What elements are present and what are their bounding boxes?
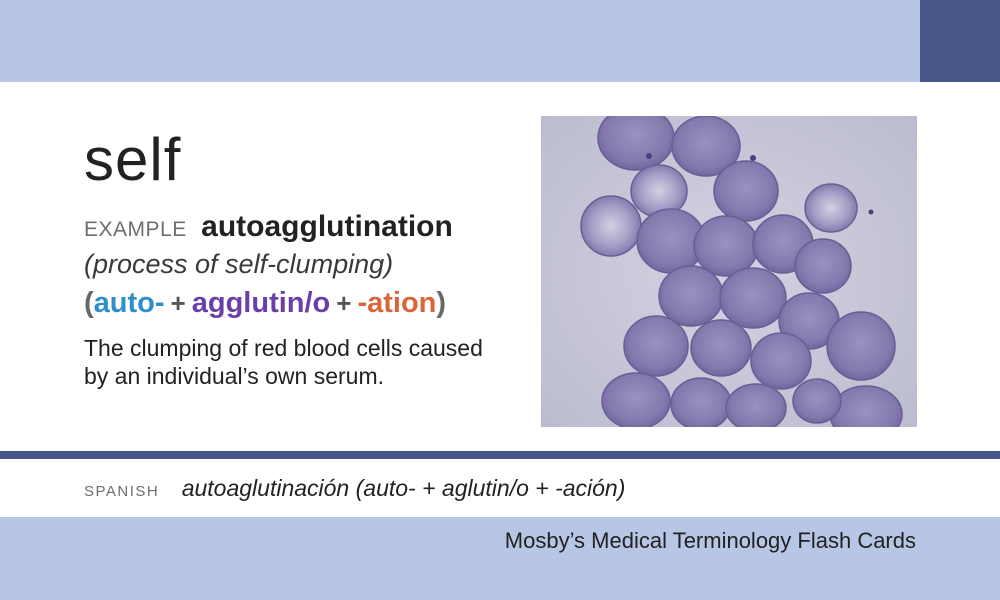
- breakdown-part-root: agglutin/o: [191, 287, 331, 319]
- footer-title: Mosby’s Medical Terminology Flash Cards: [504, 528, 916, 553]
- micrograph-image: [541, 116, 917, 427]
- term-title: self: [84, 126, 182, 193]
- spanish-translation: autoaglutinación (auto- + aglutin/o + -a…: [181, 475, 626, 501]
- spanish-label: SPANISH: [84, 483, 160, 500]
- section-divider: [0, 451, 1000, 459]
- micrograph-red-blood-cells: [541, 116, 917, 427]
- definition-text: The clumping of red blood cells caused b…: [84, 335, 483, 389]
- example-gloss: (process of self-clumping): [84, 249, 394, 279]
- breakdown-close-paren: ): [436, 287, 447, 319]
- bottom-band: [0, 517, 1000, 600]
- example-word: autoagglutination: [201, 210, 453, 243]
- breakdown-plus: +: [170, 288, 186, 318]
- top-corner-block: [920, 0, 1000, 82]
- example-label: EXAMPLE: [84, 218, 187, 241]
- breakdown-open-paren: (: [84, 287, 94, 319]
- breakdown-part-suffix: -ation: [357, 287, 437, 319]
- example-row: EXAMPLE autoagglutination: [84, 210, 453, 244]
- top-band: [0, 0, 920, 82]
- breakdown-part-prefix: auto-: [93, 287, 165, 319]
- breakdown-plus: +: [336, 288, 352, 318]
- spanish-row: SPANISH autoaglutinación (auto- + agluti…: [84, 475, 625, 502]
- word-breakdown: (auto- + agglutin/o + -ation): [84, 287, 446, 320]
